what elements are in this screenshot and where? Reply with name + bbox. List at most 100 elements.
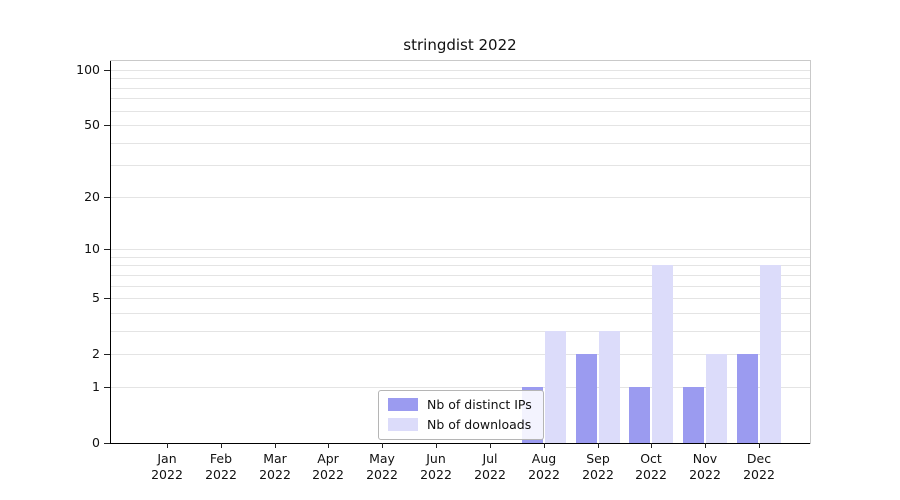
gridline-4 bbox=[111, 313, 810, 314]
y-tick-label-10: 10 bbox=[84, 241, 100, 256]
bar-nb-of-distinct-ips-nov bbox=[683, 387, 704, 443]
legend-item-distinct-ips: Nb of distinct IPs bbox=[388, 397, 532, 412]
x-tick-label-mar: Mar 2022 bbox=[245, 451, 305, 484]
year-label: 2022 bbox=[743, 467, 775, 483]
gridline-40 bbox=[111, 143, 810, 144]
gridline-5 bbox=[111, 298, 810, 299]
bar-nb-of-distinct-ips-oct bbox=[629, 387, 650, 443]
bar-nb-of-downloads-dec bbox=[760, 265, 781, 443]
x-tick-sep bbox=[598, 443, 599, 448]
year-label: 2022 bbox=[582, 467, 614, 483]
month-label: Nov bbox=[692, 451, 718, 466]
y-tick-50 bbox=[104, 125, 110, 126]
x-tick-label-dec: Dec 2022 bbox=[729, 451, 789, 484]
x-tick-label-sep: Sep 2022 bbox=[568, 451, 628, 484]
gridline-70 bbox=[111, 98, 810, 99]
gridline-2 bbox=[111, 354, 810, 355]
year-label: 2022 bbox=[420, 467, 452, 483]
bar-nb-of-downloads-nov bbox=[706, 354, 727, 443]
right-spine bbox=[810, 60, 811, 444]
chart-title: stringdist 2022 bbox=[403, 36, 517, 54]
legend: Nb of distinct IPs Nb of downloads bbox=[378, 390, 544, 440]
gridline-3 bbox=[111, 331, 810, 332]
y-tick-2 bbox=[104, 354, 110, 355]
y-tick-0 bbox=[104, 443, 110, 444]
x-tick-apr bbox=[328, 443, 329, 448]
x-tick-mar bbox=[275, 443, 276, 448]
month-label: Dec bbox=[746, 451, 772, 466]
x-tick-nov bbox=[705, 443, 706, 448]
x-tick-label-oct: Oct 2022 bbox=[621, 451, 681, 484]
x-tick-label-aug: Aug 2022 bbox=[514, 451, 574, 484]
bar-nb-of-downloads-aug bbox=[545, 331, 566, 443]
bar-nb-of-distinct-ips-sep bbox=[576, 354, 597, 443]
gridline-30 bbox=[111, 165, 810, 166]
year-label: 2022 bbox=[689, 467, 721, 483]
x-tick-label-apr: Apr 2022 bbox=[298, 451, 358, 484]
gridline-60 bbox=[111, 111, 810, 112]
gridline-50 bbox=[111, 125, 810, 126]
y-tick-label-0: 0 bbox=[92, 435, 100, 450]
y-tick-label-50: 50 bbox=[84, 117, 100, 132]
year-label: 2022 bbox=[312, 467, 344, 483]
top-spine bbox=[110, 60, 811, 61]
x-tick-aug bbox=[544, 443, 545, 448]
month-label: Feb bbox=[209, 451, 233, 466]
y-tick-label-5: 5 bbox=[92, 290, 100, 305]
gridline-80 bbox=[111, 88, 810, 89]
gridline-1 bbox=[111, 387, 810, 388]
year-label: 2022 bbox=[259, 467, 291, 483]
x-tick-label-feb: Feb 2022 bbox=[191, 451, 251, 484]
gridline-100 bbox=[111, 70, 810, 71]
legend-swatch-downloads bbox=[388, 418, 418, 431]
y-tick-10 bbox=[104, 249, 110, 250]
x-tick-label-jun: Jun 2022 bbox=[406, 451, 466, 484]
gridline-8 bbox=[111, 265, 810, 266]
bar-nb-of-downloads-sep bbox=[599, 331, 620, 443]
y-tick-label-100: 100 bbox=[76, 62, 100, 77]
legend-label-downloads: Nb of downloads bbox=[427, 417, 532, 432]
month-label: Jan bbox=[157, 451, 177, 466]
bar-nb-of-distinct-ips-dec bbox=[737, 354, 758, 443]
y-tick-1 bbox=[104, 387, 110, 388]
x-tick-label-may: May 2022 bbox=[352, 451, 412, 484]
x-axis-spine bbox=[110, 443, 811, 444]
gridline-7 bbox=[111, 275, 810, 276]
gridline-90 bbox=[111, 78, 810, 79]
year-label: 2022 bbox=[205, 467, 237, 483]
month-label: Oct bbox=[640, 451, 662, 466]
month-label: Jul bbox=[482, 451, 498, 466]
month-label: Aug bbox=[531, 451, 557, 466]
x-tick-oct bbox=[651, 443, 652, 448]
month-label: Sep bbox=[586, 451, 610, 466]
gridline-10 bbox=[111, 249, 810, 250]
legend-swatch-distinct-ips bbox=[388, 398, 418, 411]
y-tick-5 bbox=[104, 298, 110, 299]
year-label: 2022 bbox=[151, 467, 183, 483]
month-label: Mar bbox=[263, 451, 287, 466]
y-tick-label-20: 20 bbox=[84, 189, 100, 204]
y-tick-100 bbox=[104, 70, 110, 71]
y-tick-label-1: 1 bbox=[92, 379, 100, 394]
month-label: Jun bbox=[426, 451, 446, 466]
x-tick-jan bbox=[167, 443, 168, 448]
x-tick-may bbox=[382, 443, 383, 448]
legend-label-distinct-ips: Nb of distinct IPs bbox=[427, 397, 532, 412]
gridline-6 bbox=[111, 286, 810, 287]
y-tick-label-2: 2 bbox=[92, 346, 100, 361]
x-tick-label-nov: Nov 2022 bbox=[675, 451, 735, 484]
x-tick-jul bbox=[490, 443, 491, 448]
gridline-20 bbox=[111, 197, 810, 198]
x-tick-label-jan: Jan 2022 bbox=[137, 451, 197, 484]
y-tick-20 bbox=[104, 197, 110, 198]
gridline-9 bbox=[111, 257, 810, 258]
bar-nb-of-downloads-oct bbox=[652, 265, 673, 443]
month-label: May bbox=[369, 451, 395, 466]
x-tick-dec bbox=[759, 443, 760, 448]
year-label: 2022 bbox=[528, 467, 560, 483]
x-tick-feb bbox=[221, 443, 222, 448]
legend-item-downloads: Nb of downloads bbox=[388, 417, 532, 432]
month-label: Apr bbox=[317, 451, 339, 466]
x-tick-jun bbox=[436, 443, 437, 448]
